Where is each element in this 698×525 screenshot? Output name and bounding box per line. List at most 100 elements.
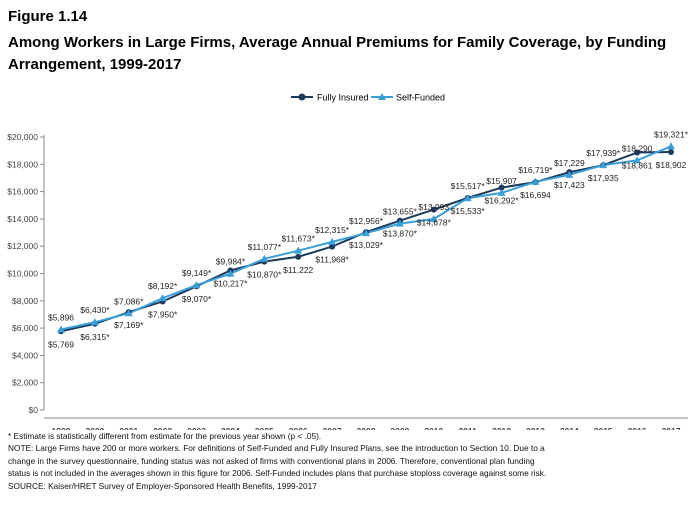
self-funded-data-label: $13,993 — [418, 202, 449, 212]
self-funded-data-label: $8,192* — [148, 281, 178, 291]
self-funded-data-label: $9,149* — [182, 268, 212, 278]
x-tick-label: 2010 — [424, 426, 443, 430]
self-funded-point — [90, 318, 99, 326]
self-funded-point — [328, 237, 337, 245]
y-tick-label: $8,000 — [12, 296, 38, 306]
self-funded-point — [226, 269, 235, 277]
self-funded-data-label: $15,907 — [486, 176, 517, 186]
y-tick-label: $4,000 — [12, 350, 38, 360]
fully-insured-data-label: $17,423 — [554, 180, 585, 190]
note-line-3: change in the survey questionnaire, fund… — [8, 455, 535, 466]
self-funded-point — [294, 246, 303, 254]
fully-insured-data-label: $10,217* — [213, 279, 248, 289]
x-tick-label: 2003 — [187, 426, 206, 430]
y-tick-label: $18,000 — [7, 159, 38, 169]
fully-insured-data-label: $13,029* — [349, 240, 384, 250]
self-funded-data-label: $9,984* — [216, 257, 246, 267]
legend-fully-insured-label: Fully Insured — [317, 93, 369, 103]
note-line-2: NOTE: Large Firms have 200 or more worke… — [8, 443, 545, 454]
self-funded-point — [362, 229, 370, 237]
x-tick-label: 2015 — [594, 426, 613, 430]
self-funded-point — [565, 170, 574, 178]
self-funded-data-label: $12,956* — [349, 216, 384, 226]
x-tick-label: 2007 — [323, 426, 342, 430]
self-funded-point — [124, 309, 133, 317]
chart-legend: Fully Insured Self-Funded — [291, 93, 445, 103]
y-tick-label: $20,000 — [7, 132, 38, 142]
fully-insured-data-label: $17,935 — [588, 173, 619, 183]
x-tick-label: 2011 — [458, 426, 477, 430]
fully-insured-point — [329, 243, 336, 250]
fully-insured-point — [498, 184, 505, 191]
fully-insured-point — [634, 149, 641, 156]
self-funded-data-label: $16,719* — [518, 165, 553, 175]
fully-insured-data-label: $5,769 — [48, 339, 74, 349]
x-tick-label: 1999 — [52, 426, 71, 430]
chart-axes: $0 $2,000 $4,000 $6,000 $8,000 $10,000 $12,000… — [7, 132, 688, 430]
self-funded-data-label: $7,086* — [114, 296, 144, 306]
x-tick-label: 2005 — [255, 426, 274, 430]
y-tick-label: $6,000 — [12, 323, 38, 333]
fully-insured-data-label: $7,169* — [114, 320, 144, 330]
fully-insured-data-label: $10,870* — [247, 270, 282, 280]
legend-fully-insured-marker — [298, 93, 306, 101]
self-funded-point — [667, 142, 675, 150]
self-funded-point — [633, 156, 642, 164]
figure-label: Figure 1.14 — [8, 8, 88, 25]
x-tick-label: 2001 — [119, 426, 138, 430]
fully-insured-data-label: $13,870* — [383, 229, 418, 239]
self-funded-point — [429, 214, 438, 222]
fully-insured-data-label: $7,950* — [148, 309, 178, 319]
x-tick-label: 2017 — [662, 426, 681, 430]
chart-series-lines — [57, 142, 675, 335]
y-tick-label: $2,000 — [12, 378, 38, 388]
self-funded-data-label: $13,655* — [383, 207, 418, 217]
legend-self-funded-marker — [378, 93, 386, 100]
note-line-5: SOURCE: Kaiser/HRET Survey of Employer-S… — [8, 480, 317, 491]
fully-insured-data-label: $11,968* — [315, 255, 349, 265]
fully-insured-data-label: $14,678* — [417, 218, 452, 228]
fully-insured-point — [295, 253, 302, 260]
fully-insured-data-label: $9,070* — [182, 294, 212, 304]
self-funded-data-label: $17,939* — [586, 148, 621, 158]
x-tick-label: 2012 — [492, 426, 511, 430]
self-funded-data-label: $5,896 — [48, 313, 74, 323]
line-chart: Fully Insured Self-Funded $0 $2,000 $4,000… — [7, 93, 689, 431]
x-tick-label: 2013 — [526, 426, 545, 430]
self-funded-point — [395, 219, 404, 227]
figure-title-line-2: Arrangement, 1999-2017 — [8, 56, 182, 73]
figure-notes: * Estimate is statistically different fr… — [8, 430, 692, 492]
y-tick-label: $12,000 — [7, 241, 38, 251]
figure-title-line-1: Among Workers in Large Firms, Average An… — [8, 34, 667, 51]
self-funded-point — [497, 188, 506, 196]
fully-insured-data-label: $18,861 — [622, 161, 653, 171]
fully-insured-data-label: $6,315* — [80, 332, 110, 342]
fully-insured-data-label: $15,533* — [451, 206, 486, 216]
y-tick-label: $14,000 — [7, 214, 38, 224]
fully-insured-data-label: $18,902 — [656, 160, 687, 170]
x-tick-label: 2006 — [289, 426, 308, 430]
self-funded-point — [192, 281, 201, 289]
y-tick-label: $0 — [29, 405, 39, 415]
self-funded-point — [599, 161, 608, 169]
x-tick-label: 2008 — [357, 426, 376, 430]
self-funded-data-label: $19,321* — [654, 129, 689, 139]
self-funded-point — [158, 294, 167, 302]
x-tick-label: 2009 — [390, 426, 409, 430]
fully-insured-point — [668, 148, 674, 155]
fully-insured-data-label: $16,292* — [485, 196, 520, 206]
self-funded-data-label: $18,290 — [622, 143, 653, 153]
self-funded-point — [463, 194, 472, 202]
note-line-1: * Estimate is statistically different fr… — [8, 431, 322, 441]
x-tick-label: 2000 — [85, 426, 104, 430]
self-funded-data-label: $17,229 — [554, 158, 585, 168]
note-line-4: status is not included in the averages s… — [8, 468, 547, 479]
fully-insured-data-label: $16,694 — [520, 190, 551, 200]
self-funded-point — [57, 325, 65, 333]
self-funded-data-label: $11,077* — [248, 242, 282, 252]
figure-title: Among Workers in Large Firms, Average An… — [8, 32, 688, 76]
x-tick-label: 2002 — [153, 426, 172, 430]
self-funded-data-label: $11,673* — [282, 234, 316, 244]
x-tick-label: 2014 — [560, 426, 579, 430]
self-funded-data-label: $12,315* — [315, 225, 350, 235]
